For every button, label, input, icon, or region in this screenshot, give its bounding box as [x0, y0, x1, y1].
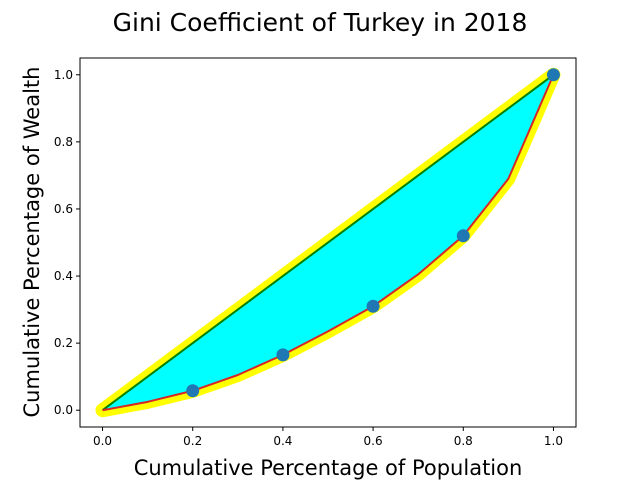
data-point [276, 348, 290, 362]
data-point [456, 229, 470, 243]
y-tick-label: 0.6 [54, 202, 73, 216]
y-tick-label: 0.2 [54, 336, 73, 350]
axes-frame [79, 57, 577, 428]
x-axis-label: Cumulative Percentage of Population [134, 456, 523, 480]
chart-title: Gini Coefficient of Turkey in 2018 [113, 8, 528, 37]
y-tick-label: 1.0 [54, 68, 73, 82]
plot-area [95, 67, 561, 418]
equality-line [101, 73, 555, 412]
x-tick-label: 0.6 [364, 434, 383, 448]
y-axis-label: Cumulative Percentage of Wealth [20, 67, 44, 418]
y-tick-label: 0.0 [54, 403, 73, 417]
x-tick-label: 0.8 [454, 434, 473, 448]
y-axis-ticks: 0.0 0.2 0.4 0.6 0.8 1.0 [54, 68, 80, 417]
x-tick-label: 0.2 [183, 434, 202, 448]
data-point [546, 68, 560, 82]
y-tick-label: 0.4 [54, 269, 73, 283]
x-tick-label: 0.0 [93, 434, 112, 448]
x-tick-label: 0.4 [273, 434, 292, 448]
data-point [366, 299, 380, 313]
lorenz-curve [102, 74, 555, 412]
x-tick-label: 1.0 [544, 434, 563, 448]
x-axis-ticks: 0.0 0.2 0.4 0.6 0.8 1.0 [93, 427, 563, 448]
data-point [186, 384, 200, 398]
y-tick-label: 0.8 [54, 135, 73, 149]
